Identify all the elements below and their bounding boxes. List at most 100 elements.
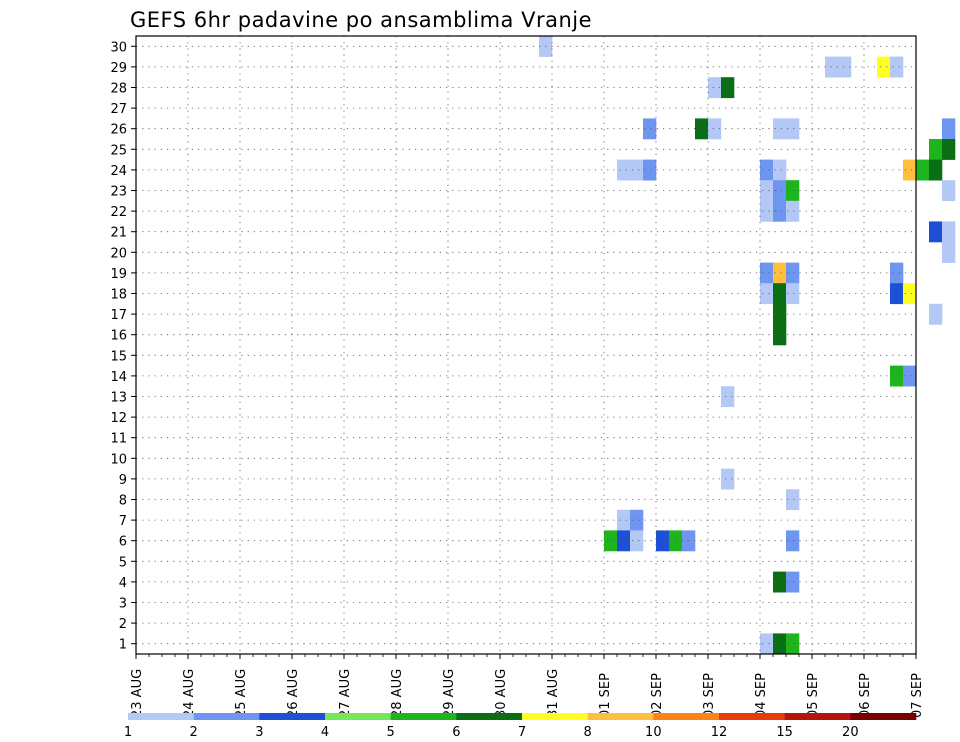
legend-swatch xyxy=(522,713,588,720)
heatmap-cell xyxy=(773,159,787,181)
y-tick-label: 18 xyxy=(110,288,127,303)
legend-label: 6 xyxy=(452,725,460,740)
x-tick-label: 28 AUG xyxy=(390,669,405,718)
x-tick-label: 23 AUG xyxy=(130,669,145,718)
y-tick-label: 24 xyxy=(110,164,127,179)
heatmap-cell xyxy=(916,159,930,181)
heatmap-cell xyxy=(903,159,917,181)
heatmap-cell xyxy=(760,159,774,181)
y-tick-label: 11 xyxy=(110,432,127,447)
legend-swatch xyxy=(325,713,391,720)
legend-swatch xyxy=(259,713,326,720)
x-tick-label: 31 AUG xyxy=(546,669,561,718)
legend-label: 7 xyxy=(518,725,526,740)
legend-swatch xyxy=(456,713,523,720)
x-tick-label: 29 AUG xyxy=(442,669,457,718)
heatmap-cell xyxy=(721,468,735,490)
x-tick-label: 25 AUG xyxy=(234,669,249,718)
x-tick-label: 07 SEP xyxy=(910,673,925,718)
heatmap-cell xyxy=(786,530,800,552)
heatmap-cell xyxy=(903,283,917,305)
heatmap-cell xyxy=(656,530,670,552)
x-tick-label: 27 AUG xyxy=(338,669,353,718)
heatmap-cell xyxy=(617,159,631,181)
legend-label: 4 xyxy=(321,725,329,740)
y-tick-label: 30 xyxy=(110,40,127,55)
heatmap-cell xyxy=(786,180,800,202)
heatmap-cell xyxy=(942,180,956,202)
heatmap-cell xyxy=(630,530,644,552)
heatmap-cell xyxy=(890,283,904,305)
x-tick-label: 05 SEP xyxy=(806,673,821,718)
heatmap-cell xyxy=(773,262,787,284)
x-tick-label: 24 AUG xyxy=(182,669,197,718)
heatmap-cell xyxy=(929,221,943,243)
x-tick-label: 30 AUG xyxy=(494,669,509,718)
y-tick-label: 2 xyxy=(119,617,127,632)
y-tick-label: 13 xyxy=(110,391,127,406)
legend-label: 5 xyxy=(387,725,395,740)
legend-label: 8 xyxy=(584,725,592,740)
y-tick-label: 8 xyxy=(119,494,127,509)
heatmap-cell xyxy=(903,365,917,387)
heatmap-cell xyxy=(617,509,631,531)
heatmap-cell xyxy=(773,283,787,305)
heatmap-cell xyxy=(890,262,904,284)
y-tick-label: 7 xyxy=(119,514,127,529)
x-tick-label: 06 SEP xyxy=(858,673,873,718)
heatmap-cell xyxy=(773,180,787,202)
chart-title: GEFS 6hr padavine po ansamblima Vranje xyxy=(130,8,592,32)
y-tick-label: 29 xyxy=(110,61,127,76)
y-tick-label: 27 xyxy=(110,102,127,117)
y-tick-label: 14 xyxy=(110,370,127,385)
y-tick-label: 3 xyxy=(119,597,127,612)
heatmap-cell xyxy=(942,242,956,263)
heatmap-cell xyxy=(838,56,852,78)
heatmap-cell xyxy=(630,509,644,531)
legend-swatch xyxy=(850,713,917,720)
heatmap-cell xyxy=(773,303,787,325)
heatmap-cell xyxy=(708,118,722,140)
y-tick-label: 23 xyxy=(110,185,127,200)
y-tick-label: 22 xyxy=(110,205,127,220)
heatmap-cell xyxy=(630,159,644,181)
heatmap-cell xyxy=(760,633,774,655)
legend-swatch xyxy=(390,713,457,720)
heatmap-cell xyxy=(929,159,943,181)
legend-swatch xyxy=(653,713,720,720)
dotted-grid xyxy=(136,36,916,654)
x-tick-label: 04 SEP xyxy=(754,673,769,718)
heatmap-cell xyxy=(773,633,787,655)
y-tick-label: 25 xyxy=(110,143,127,158)
y-axis: 1234567891011121314151617181920212223242… xyxy=(110,40,136,653)
heatmap-cell xyxy=(942,118,956,140)
heatmap-cell xyxy=(773,571,787,593)
heatmap-cell xyxy=(942,221,956,243)
y-tick-label: 28 xyxy=(110,82,127,97)
y-tick-label: 1 xyxy=(119,638,127,653)
x-tick-label: 01 SEP xyxy=(598,673,613,718)
legend-swatch xyxy=(193,713,260,720)
heatmap-cell xyxy=(721,386,735,408)
heatmap-cell xyxy=(760,180,774,202)
heatmap-cell xyxy=(929,139,943,160)
heatmap-cells xyxy=(539,36,956,655)
heatmap-cell xyxy=(695,118,709,140)
legend-swatch xyxy=(784,713,851,720)
heatmap-cell xyxy=(773,324,787,346)
heatmap-cell xyxy=(786,283,800,305)
y-tick-label: 26 xyxy=(110,123,127,138)
heatmap-cell xyxy=(786,489,800,511)
y-tick-label: 6 xyxy=(119,535,127,550)
heatmap-cell xyxy=(760,283,774,305)
heatmap-cell xyxy=(786,633,800,655)
legend-swatch xyxy=(587,713,654,720)
heatmap-cell xyxy=(786,262,800,284)
y-tick-label: 4 xyxy=(119,576,127,591)
legend: 1 2 3 4 5 6 7 8 10 12 15 20 xyxy=(124,713,917,740)
legend-label: 20 xyxy=(842,725,859,740)
heatmap-cell xyxy=(617,530,631,552)
legend-label: 10 xyxy=(645,725,662,740)
x-axis: 23 AUG 24 AUG 25 AUG 26 AUG 27 AUG 28 AUG 29 A… xyxy=(130,654,925,718)
